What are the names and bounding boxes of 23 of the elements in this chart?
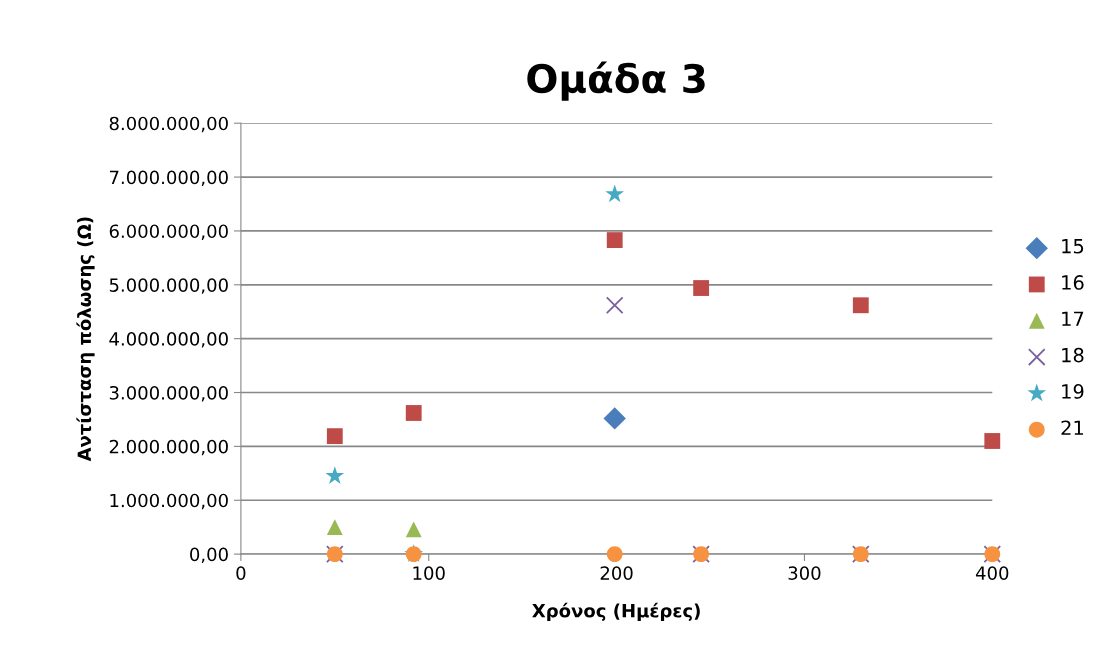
chart-title: Ομάδα 3 xyxy=(527,61,705,101)
legend-label: 15 xyxy=(1062,239,1084,254)
x-tick-label: 200 xyxy=(600,566,633,580)
y-tick-label: 2.000.000,00 xyxy=(109,439,228,456)
legend-label: 19 xyxy=(1062,384,1084,399)
y-tick-label: 6.000.000,00 xyxy=(109,224,228,240)
x-tick-label: 0 xyxy=(236,566,246,580)
y-tick-label: 3.000.000,00 xyxy=(109,385,228,402)
legend-label: 21 xyxy=(1061,420,1084,435)
x-tick-label: 400 xyxy=(975,566,1009,580)
x-axis-title: Χρόνος (Ημέρες) xyxy=(532,602,700,622)
legend-label: 16 xyxy=(1062,275,1084,290)
legend-label: 18 xyxy=(1062,347,1084,363)
x-tick-label: 300 xyxy=(788,566,821,580)
y-axis-title: Αντίσταση πόλωσης (Ω) xyxy=(76,217,95,462)
x-tick-label: 100 xyxy=(413,566,445,580)
legend-label: 17 xyxy=(1062,311,1084,326)
y-tick-label: 8.000.000,00 xyxy=(109,116,228,133)
y-tick-label: 0,00 xyxy=(190,547,228,564)
y-tick-label: 4.000.000,00 xyxy=(109,332,228,348)
y-tick-label: 5.000.000,00 xyxy=(109,278,228,294)
y-tick-label: 7.000.000,00 xyxy=(109,170,228,187)
y-tick-label: 1.000.000,00 xyxy=(110,493,228,510)
